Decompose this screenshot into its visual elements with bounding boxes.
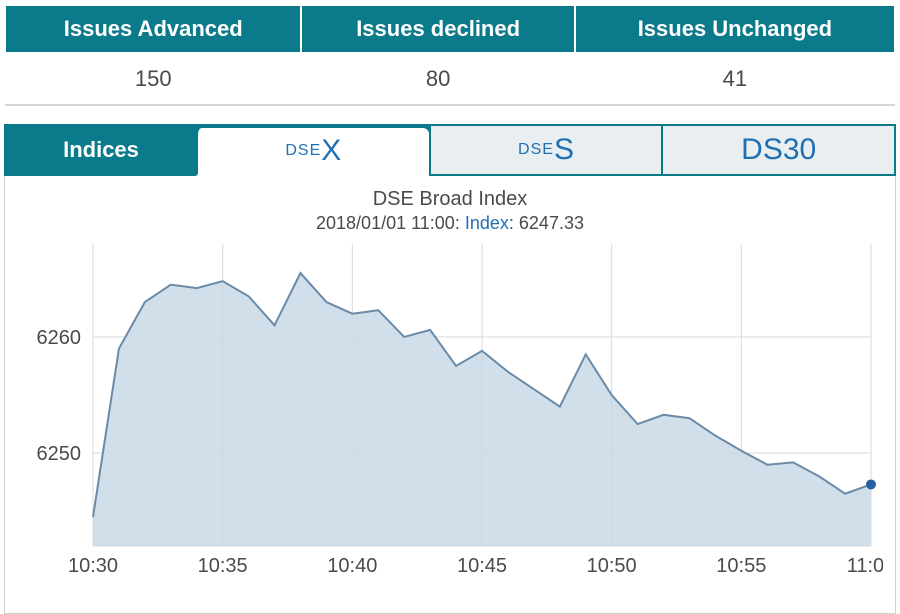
col-header-advanced: Issues Advanced — [5, 5, 301, 53]
svg-text:10:40: 10:40 — [327, 555, 377, 577]
table-row: 150 80 41 — [5, 53, 895, 105]
tab-dsex[interactable]: DSEX — [196, 128, 429, 176]
index-area-chart: 10:30 10:35 10:40 10:45 10:50 10:55 11:00 6250 6… — [13, 234, 883, 584]
svg-text:6260: 6260 — [37, 327, 82, 349]
svg-text:11:00: 11:00 — [847, 555, 883, 577]
chart-subtitle: 2018/01/01 11:00: Index: 6247.33 — [13, 213, 887, 234]
svg-text:6250: 6250 — [37, 443, 82, 465]
svg-text:10:35: 10:35 — [198, 555, 248, 577]
chart-value: 6247.33 — [519, 213, 584, 233]
chart-panel: DSE Broad Index 2018/01/01 11:00: Index:… — [4, 176, 896, 614]
cell-declined: 80 — [301, 53, 574, 105]
tab-prefix: DSE — [285, 142, 321, 160]
col-header-unchanged: Issues Unchanged — [575, 5, 895, 53]
tab-dses[interactable]: DSES — [429, 126, 662, 174]
cell-advanced: 150 — [5, 53, 301, 105]
tab-prefix: DSE — [518, 141, 554, 159]
tab-suffix: DS30 — [741, 133, 816, 167]
tab-suffix: S — [554, 133, 574, 167]
svg-text:10:50: 10:50 — [587, 555, 637, 577]
index-tabstrip: Indices DSEX DSES DS30 — [4, 124, 896, 176]
col-header-declined: Issues declined — [301, 5, 574, 53]
svg-text:10:55: 10:55 — [716, 555, 766, 577]
chart-datetime: 2018/01/01 11:00: — [316, 213, 460, 233]
tab-ds30[interactable]: DS30 — [661, 126, 894, 174]
chart-value-label: Index — [465, 213, 509, 233]
svg-text:10:30: 10:30 — [68, 555, 118, 577]
tabstrip-label: Indices — [6, 126, 196, 174]
issues-summary-table: Issues Advanced Issues declined Issues U… — [4, 4, 896, 106]
cell-unchanged: 41 — [575, 53, 895, 105]
svg-text:10:45: 10:45 — [457, 555, 507, 577]
tab-suffix: X — [321, 134, 341, 168]
chart-value-sep: : — [509, 213, 519, 233]
chart-title: DSE Broad Index — [13, 188, 887, 211]
